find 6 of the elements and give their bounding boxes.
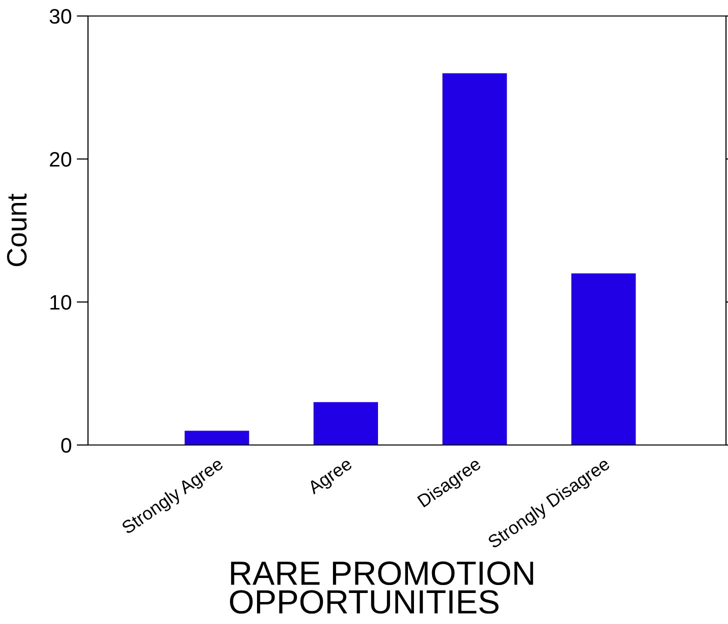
y-tick-label: 30 — [50, 9, 72, 24]
y-axis-title: Count — [7, 194, 27, 266]
y-tick-label: 20 — [50, 152, 72, 167]
y-tick-label: 0 — [61, 438, 72, 453]
x-axis-title: RARE PROMOTION OPPORTUNITIES — [230, 561, 534, 614]
y-tick-label: 10 — [50, 295, 72, 310]
